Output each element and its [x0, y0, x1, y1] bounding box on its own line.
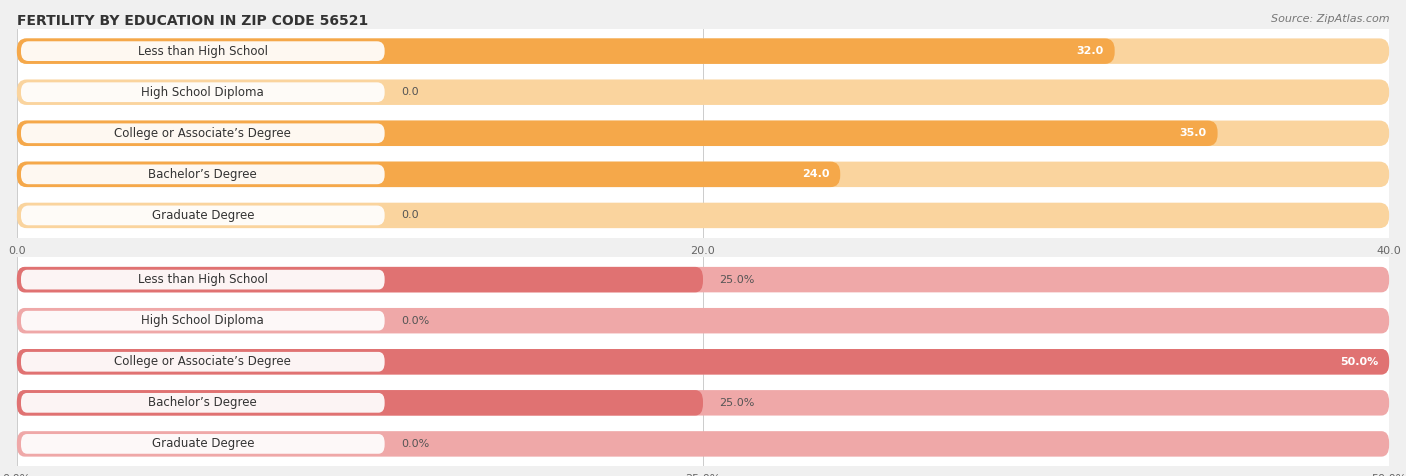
- FancyBboxPatch shape: [17, 39, 1389, 64]
- FancyBboxPatch shape: [17, 308, 1389, 333]
- FancyBboxPatch shape: [21, 82, 385, 102]
- FancyBboxPatch shape: [17, 267, 1389, 292]
- Text: 32.0: 32.0: [1077, 46, 1104, 56]
- Text: 24.0: 24.0: [801, 169, 830, 179]
- Text: 25.0%: 25.0%: [720, 398, 755, 408]
- Text: Graduate Degree: Graduate Degree: [152, 209, 254, 222]
- Text: Graduate Degree: Graduate Degree: [152, 437, 254, 450]
- Text: 25.0%: 25.0%: [720, 275, 755, 285]
- FancyBboxPatch shape: [21, 165, 385, 184]
- Text: College or Associate’s Degree: College or Associate’s Degree: [114, 355, 291, 368]
- Text: 50.0%: 50.0%: [1340, 357, 1378, 367]
- FancyBboxPatch shape: [21, 123, 385, 143]
- FancyBboxPatch shape: [17, 120, 1389, 146]
- FancyBboxPatch shape: [17, 349, 1389, 375]
- FancyBboxPatch shape: [21, 311, 385, 330]
- FancyBboxPatch shape: [17, 162, 841, 187]
- FancyBboxPatch shape: [17, 349, 1389, 375]
- FancyBboxPatch shape: [17, 390, 703, 416]
- Text: High School Diploma: High School Diploma: [142, 86, 264, 99]
- Text: 0.0: 0.0: [401, 87, 419, 97]
- FancyBboxPatch shape: [17, 267, 703, 292]
- FancyBboxPatch shape: [17, 120, 1218, 146]
- FancyBboxPatch shape: [21, 206, 385, 225]
- Text: Less than High School: Less than High School: [138, 45, 267, 58]
- FancyBboxPatch shape: [21, 352, 385, 372]
- Text: 0.0: 0.0: [401, 210, 419, 220]
- FancyBboxPatch shape: [17, 203, 1389, 228]
- FancyBboxPatch shape: [21, 270, 385, 289]
- Text: Bachelor’s Degree: Bachelor’s Degree: [149, 397, 257, 409]
- FancyBboxPatch shape: [21, 393, 385, 413]
- Text: 0.0%: 0.0%: [401, 439, 429, 449]
- Text: FERTILITY BY EDUCATION IN ZIP CODE 56521: FERTILITY BY EDUCATION IN ZIP CODE 56521: [17, 14, 368, 28]
- FancyBboxPatch shape: [21, 41, 385, 61]
- FancyBboxPatch shape: [17, 79, 1389, 105]
- FancyBboxPatch shape: [21, 434, 385, 454]
- FancyBboxPatch shape: [17, 162, 1389, 187]
- Text: Source: ZipAtlas.com: Source: ZipAtlas.com: [1271, 14, 1389, 24]
- Text: High School Diploma: High School Diploma: [142, 314, 264, 327]
- Text: 0.0%: 0.0%: [401, 316, 429, 326]
- FancyBboxPatch shape: [17, 431, 1389, 456]
- Text: College or Associate’s Degree: College or Associate’s Degree: [114, 127, 291, 140]
- Text: Less than High School: Less than High School: [138, 273, 267, 286]
- Text: 35.0: 35.0: [1180, 128, 1206, 139]
- Text: Bachelor’s Degree: Bachelor’s Degree: [149, 168, 257, 181]
- FancyBboxPatch shape: [17, 390, 1389, 416]
- FancyBboxPatch shape: [17, 39, 1115, 64]
